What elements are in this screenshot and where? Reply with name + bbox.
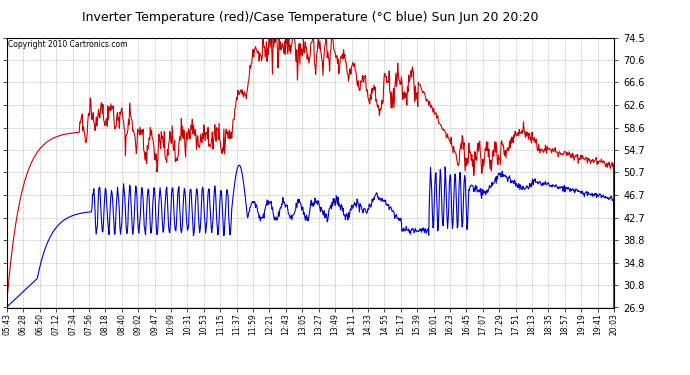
Text: Copyright 2010 Cartronics.com: Copyright 2010 Cartronics.com (8, 40, 128, 49)
Text: Inverter Temperature (red)/Case Temperature (°C blue) Sun Jun 20 20:20: Inverter Temperature (red)/Case Temperat… (82, 11, 539, 24)
